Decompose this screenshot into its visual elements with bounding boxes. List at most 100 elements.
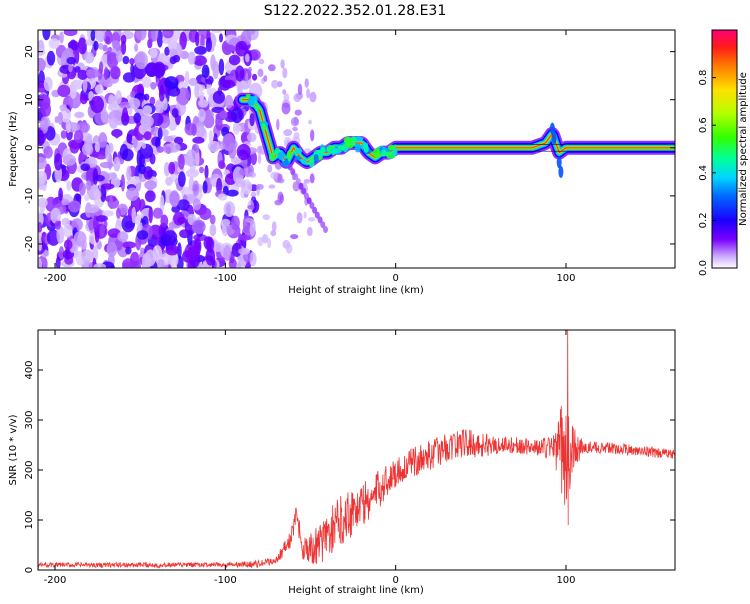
snr-frame bbox=[37, 329, 676, 571]
noise-blob bbox=[165, 244, 179, 256]
noise-blob bbox=[262, 233, 269, 244]
spike-blob bbox=[558, 165, 564, 178]
snr-x-ticks: -200 -100 0 100 bbox=[44, 330, 576, 586]
colorbar-label: Normalized spectral amplitude bbox=[738, 72, 749, 226]
noise-blob bbox=[149, 96, 156, 106]
noise-blob bbox=[141, 76, 152, 88]
noise-blob bbox=[172, 54, 181, 63]
noise-blob bbox=[209, 223, 217, 237]
noise-blob bbox=[239, 168, 246, 176]
noise-blob bbox=[304, 78, 309, 88]
snr-x-tick-label: 0 bbox=[392, 575, 398, 586]
noise-blob bbox=[247, 205, 255, 210]
noise-blob bbox=[99, 161, 114, 169]
noise-blob bbox=[59, 104, 67, 112]
noise-blob bbox=[204, 165, 209, 179]
noise-blob bbox=[126, 187, 139, 201]
noise-blob bbox=[100, 183, 115, 190]
noise-blob bbox=[131, 206, 137, 224]
noise-blob bbox=[79, 182, 86, 196]
noise-blob bbox=[194, 82, 200, 99]
noise-blob bbox=[86, 30, 92, 40]
ridge-blob bbox=[300, 158, 308, 165]
noise-blob bbox=[306, 226, 313, 237]
noise-blob bbox=[130, 90, 136, 98]
noise-blob bbox=[231, 242, 242, 257]
noise-blob bbox=[277, 178, 285, 184]
noise-blob bbox=[267, 64, 276, 72]
noise-blob bbox=[255, 183, 264, 190]
noise-blob bbox=[61, 198, 70, 206]
noise-blob bbox=[283, 93, 290, 102]
colorbar-tick-label: 0.4 bbox=[698, 165, 709, 181]
noise-blob bbox=[290, 234, 299, 240]
noise-blob bbox=[88, 219, 95, 231]
noise-blob bbox=[135, 213, 141, 221]
noise-blob bbox=[38, 170, 47, 184]
noise-blob bbox=[38, 156, 47, 170]
noise-blob bbox=[73, 130, 84, 144]
noise-blob bbox=[198, 90, 205, 101]
noise-blob bbox=[267, 237, 271, 249]
noise-blob bbox=[156, 146, 164, 153]
noise-blob bbox=[122, 258, 135, 268]
noise-blob bbox=[103, 80, 113, 88]
noise-blob bbox=[94, 84, 104, 95]
noise-blob bbox=[249, 219, 256, 237]
snr-y-tick-label: 400 bbox=[24, 360, 35, 379]
noise-blob bbox=[221, 218, 231, 227]
noise-blob bbox=[128, 97, 141, 110]
noise-blob bbox=[122, 148, 134, 162]
noise-blob bbox=[195, 125, 206, 138]
noise-blob bbox=[308, 119, 312, 125]
spectrogram-x-ticks: -200 -100 0 100 bbox=[44, 30, 576, 284]
noise-blob bbox=[270, 230, 277, 237]
ridge-blob bbox=[277, 151, 285, 161]
spectrogram-x-tick-label: -100 bbox=[214, 273, 237, 284]
noise-blob bbox=[310, 129, 315, 142]
noise-blob bbox=[233, 124, 242, 132]
noise-blob bbox=[238, 247, 251, 255]
noise-blob bbox=[162, 30, 174, 39]
ridge-blob bbox=[313, 153, 319, 163]
noise-blob bbox=[164, 76, 179, 90]
noise-blob bbox=[257, 68, 264, 78]
ridge-blob bbox=[308, 158, 315, 168]
noise-blob bbox=[38, 57, 46, 72]
streak-blob bbox=[309, 202, 315, 209]
noise-blob bbox=[203, 109, 214, 120]
spectrogram-frame bbox=[37, 29, 676, 269]
noise-blob bbox=[165, 146, 172, 154]
noise-blob bbox=[297, 83, 303, 96]
noise-blob bbox=[191, 219, 206, 235]
noise-blob bbox=[249, 113, 255, 127]
noise-blob bbox=[187, 246, 200, 261]
spectrogram-x-label: Height of straight line (km) bbox=[288, 285, 424, 296]
noise-blob bbox=[185, 149, 198, 167]
noise-blob bbox=[98, 132, 108, 148]
noise-blob bbox=[193, 55, 207, 66]
noise-blob bbox=[282, 67, 288, 79]
noise-blob bbox=[201, 64, 210, 79]
noise-blob bbox=[103, 66, 109, 81]
noise-blob bbox=[43, 146, 53, 159]
snr-y-tick-label: 100 bbox=[24, 510, 35, 529]
spike-blob bbox=[551, 132, 557, 145]
ridge-blob bbox=[254, 105, 260, 112]
noise-blob bbox=[93, 40, 99, 51]
noise-blob bbox=[38, 238, 42, 252]
streak-blob bbox=[320, 221, 326, 229]
spectrogram-x-tick-label: -200 bbox=[44, 273, 67, 284]
ridge-blob bbox=[354, 142, 361, 153]
noise-blob bbox=[84, 136, 93, 154]
noise-blob bbox=[134, 43, 139, 52]
noise-blob bbox=[219, 110, 228, 120]
noise-blob bbox=[111, 40, 121, 49]
noise-blob bbox=[151, 30, 159, 42]
noise-blob bbox=[187, 51, 196, 65]
noise-blob bbox=[93, 189, 102, 200]
noise-blob bbox=[68, 200, 81, 213]
noise-blob bbox=[142, 105, 153, 115]
noise-blob bbox=[294, 109, 302, 116]
